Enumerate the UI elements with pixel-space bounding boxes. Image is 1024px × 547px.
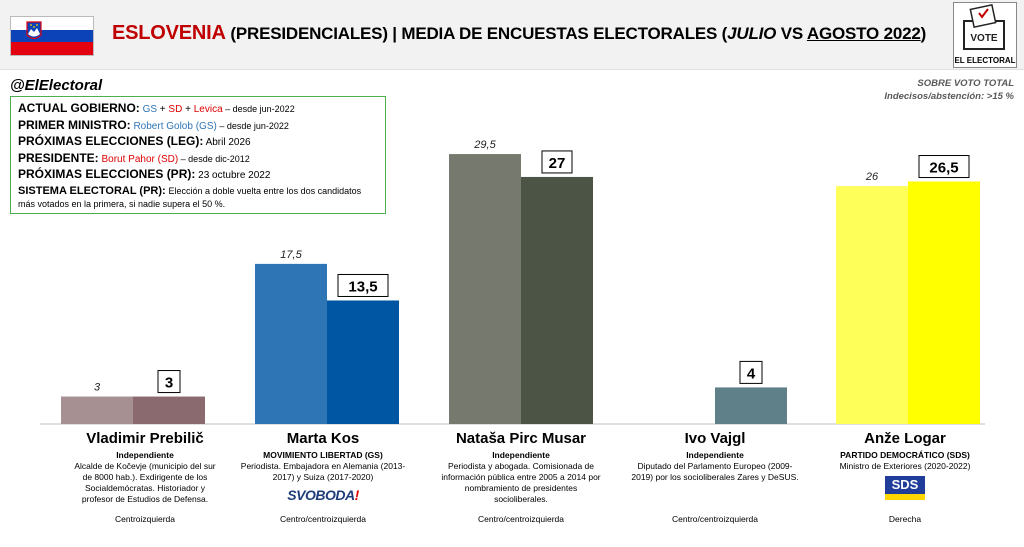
label-julio: 29,5 xyxy=(473,139,496,151)
twitter-handle: @ElElectoral xyxy=(10,77,103,94)
candidate-orientation: Centro/centroizquierda xyxy=(280,514,366,524)
info-next-presidential: PRÓXIMAS ELECCIONES (PR): 23 octubre 202… xyxy=(18,167,378,184)
label-agosto-box xyxy=(157,370,181,394)
info-electoral-system: SISTEMA ELECTORAL (PR): Elección a doble… xyxy=(18,185,378,211)
gov-party-sd: SD xyxy=(168,104,183,115)
label-agosto: 27 xyxy=(549,155,566,172)
label-julio: 17,5 xyxy=(280,249,302,261)
svoboda-logo: SVOBODA! xyxy=(287,487,360,503)
bar-julio xyxy=(255,263,327,424)
label-julio: 3 xyxy=(94,382,101,394)
info-president: PRESIDENTE: Borut Pahor (SD) – desde dic… xyxy=(18,151,378,168)
candidate-prebilic: Vladimir Prebilič Independiente Alcalde … xyxy=(50,430,240,524)
gov-party-levica: Levica xyxy=(193,104,223,115)
title-month-july: JULIO xyxy=(727,24,777,43)
ballot-box-icon: VOTE xyxy=(963,4,1005,50)
note-line-1: SOBRE VOTO TOTAL xyxy=(917,78,1014,89)
svoboda-logo-text: SVOBODA xyxy=(287,487,355,503)
candidate-party: Independiente xyxy=(116,450,174,460)
candidate-name: Nataša Pirc Musar xyxy=(455,430,587,447)
info-prime-minister: PRIMER MINISTRO: Robert Golob (GS) – des… xyxy=(18,118,378,135)
pm-name: Robert Golob (GS) xyxy=(133,120,217,132)
candidate-orientation: Centro/centroizquierda xyxy=(478,514,564,524)
gov-plus-2: + xyxy=(182,104,194,115)
candidate-logar: Anže Logar PARTIDO DEMOCRÁTICO (SDS) Min… xyxy=(810,430,1000,524)
candidate-party: Independiente xyxy=(686,450,744,460)
candidate-kos: Marta Kos MOVIMIENTO LIBERTAD (GS) Perio… xyxy=(228,430,418,524)
candidate-description: Periodista y abogada. Comisionada de inf… xyxy=(441,461,601,504)
pres-label: PRESIDENTE: xyxy=(18,150,99,165)
sds-logo: SDS xyxy=(885,476,925,500)
title-month-august: AGOSTO 2022 xyxy=(806,24,921,43)
header-band: ESLOVENIA (PRESIDENCIALES) | MEDIA DE EN… xyxy=(0,0,1024,70)
candidate-description: Periodista. Embajadora en Alemania (2013… xyxy=(240,461,406,482)
title-country: ESLOVENIA xyxy=(112,22,226,44)
candidate-name: Marta Kos xyxy=(286,430,360,447)
candidate-description: Alcalde de Kočevje (municipio del sur de… xyxy=(74,461,216,504)
info-next-legislative: PRÓXIMAS ELECCIONES (LEG): Abril 2026 xyxy=(18,134,378,151)
svg-text:VOTE: VOTE xyxy=(970,33,998,44)
candidate-orientation: Derecha xyxy=(888,514,922,524)
candidate-name: Anže Logar xyxy=(864,430,946,447)
bar-julio xyxy=(836,186,908,424)
info-box: ACTUAL GOBIERNO: GS + SD + Levica – desd… xyxy=(10,96,386,214)
label-agosto-box xyxy=(918,155,970,179)
label-agosto-box xyxy=(541,150,573,174)
candidate-description: Ministro de Exteriores (2020-2022) xyxy=(839,461,971,471)
note-line-2: Indecisos/abstención: >15 % xyxy=(884,91,1014,102)
candidate-party: MOVIMIENTO LIBERTAD (GS) xyxy=(263,450,383,460)
bar-julio xyxy=(449,154,521,424)
title-subtitle: (PRESIDENCIALES) | MEDIA DE ENCUESTAS EL… xyxy=(230,24,728,43)
bar-agosto xyxy=(521,176,593,424)
info-government: ACTUAL GOBIERNO: GS + SD + Levica – desd… xyxy=(18,101,378,118)
candidate-description: Diputado del Parlamento Europeo (2009-20… xyxy=(631,461,799,482)
candidate-orientation: Centroizquierda xyxy=(114,514,175,524)
el-electoral-logo: VOTE EL ELECTORAL xyxy=(953,2,1017,68)
candidate-name: Vladimir Prebilič xyxy=(86,430,204,447)
label-agosto-box xyxy=(739,360,763,384)
candidate-orientation: Centro/centroizquierda xyxy=(672,514,758,524)
candidate-pirc-musar: Nataša Pirc Musar Independiente Periodis… xyxy=(426,430,616,524)
label-agosto: 4 xyxy=(747,365,756,382)
pm-label: PRIMER MINISTRO: xyxy=(18,117,131,132)
sys-label: SISTEMA ELECTORAL (PR): xyxy=(18,184,166,197)
pm-since: – desde jun-2022 xyxy=(216,120,289,131)
page-title: ESLOVENIA (PRESIDENCIALES) | MEDIA DE EN… xyxy=(112,22,926,45)
bar-julio xyxy=(61,396,133,424)
bar-agosto xyxy=(715,387,787,424)
label-agosto: 26,5 xyxy=(929,160,958,177)
candidate-name: Ivo Vajgl xyxy=(684,430,746,447)
candidate-party: Independiente xyxy=(492,450,550,460)
title-close: ) xyxy=(920,24,927,43)
gov-label: ACTUAL GOBIERNO: xyxy=(18,101,140,115)
sys-text: Elección a doble vuelta entre los dos ca… xyxy=(18,185,362,209)
gov-since: – desde jun-2022 xyxy=(222,104,295,114)
gov-plus-1: + xyxy=(157,104,169,115)
leg-date: Abril 2026 xyxy=(205,137,251,148)
note: SOBRE VOTO TOTAL Indecisos/abstención: >… xyxy=(884,77,1014,103)
label-julio: 26 xyxy=(865,171,879,183)
bar-agosto xyxy=(133,396,205,424)
slovenia-flag-icon xyxy=(10,16,94,56)
pr-label: PRÓXIMAS ELECCIONES (PR): xyxy=(18,167,196,181)
label-agosto: 13,5 xyxy=(348,278,377,295)
label-agosto-box xyxy=(337,273,389,297)
bar-agosto xyxy=(908,181,980,424)
title-vs: VS xyxy=(776,24,807,43)
bar-agosto xyxy=(327,300,399,424)
pres-name: Borut Pahor (SD) xyxy=(101,153,179,165)
pr-date: 23 octubre 2022 xyxy=(198,170,271,181)
gov-party-gs: GS xyxy=(142,104,158,115)
logo-text: EL ELECTORAL xyxy=(954,56,1016,65)
candidate-party: PARTIDO DEMOCRÁTICO (SDS) xyxy=(840,450,970,460)
pres-since: – desde dic-2012 xyxy=(178,153,250,164)
leg-label: PRÓXIMAS ELECCIONES (LEG): xyxy=(18,134,204,148)
svoboda-logo-ex: ! xyxy=(354,487,360,503)
label-agosto: 3 xyxy=(165,375,173,392)
candidate-vajgl: Ivo Vajgl Independiente Diputado del Par… xyxy=(620,430,810,524)
